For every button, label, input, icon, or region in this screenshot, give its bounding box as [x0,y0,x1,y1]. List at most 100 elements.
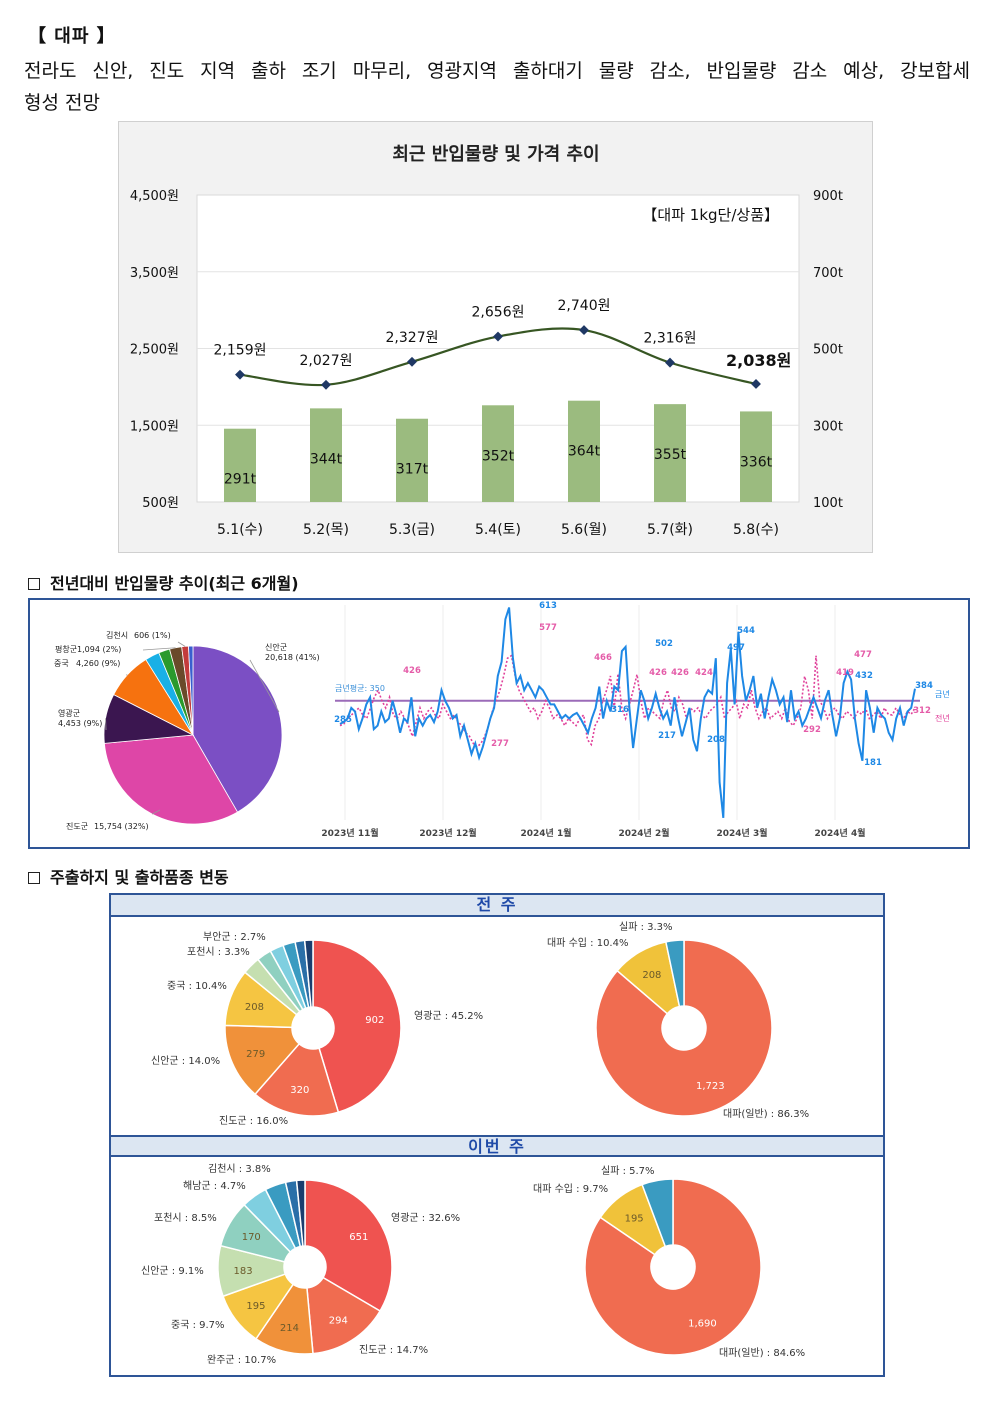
point-annotation: 277 [491,739,509,749]
pie-label-value: 15,754 (32%) [94,822,149,831]
x-tick-label: 5.4(토) [475,522,521,538]
y-left-tick: 1,500원 [130,419,179,434]
volume-label: 352t [482,448,515,464]
point-annotation: 477 [854,650,872,660]
page-header: 【 대파 】 [28,26,116,47]
point-annotation: 613 [539,601,557,611]
section-3-title: 주출하지 및 출하품종 변동 [50,868,229,887]
chart-title: 최근 반입물량 및 가격 추이 [392,143,599,165]
pie-outer-label: 중국 : 10.4% [167,980,227,992]
price-marker [235,369,245,380]
pie-slice [306,1276,382,1355]
pie-label-name: 신안군 [265,642,287,652]
volume-label: 317t [396,462,429,478]
point-annotation: 292 [803,725,821,735]
series-금년 [339,607,916,819]
pie-outer-label: 진도군 : 16.0% [219,1115,288,1127]
pie-value-label: 294 [329,1315,348,1326]
description-line-2: 형성 전망 [24,92,100,114]
description-line-1: 전라도 신안, 진도 지역 출하 조기 마무리, 영광지역 출하대기 물량 감소… [24,60,970,82]
legend-last-year: 전년 [935,713,950,723]
month-label: 2024년 3월 [716,827,767,839]
price-volume-chart: 최근 반입물량 및 가격 추이 【대파 1kg단/상품】 4,500원 3,500원 2… [118,121,873,553]
point-annotation: 426 [649,668,667,678]
y-right-tick: 100t [813,496,843,511]
pie-outer-label: 실파 : 3.3% [619,921,673,933]
pie-outer-label: 실파 : 5.7% [601,1165,655,1177]
point-annotation: 544 [737,626,755,636]
six-month-panel: 신안군 20,618 (41%) 진도군 15,754 (32%) 영광군 4,453 (… [28,598,970,849]
volume-bar [568,400,600,502]
price-marker [579,325,589,336]
point-annotation: 466 [594,653,612,663]
pie-outer-label: 완주군 : 10.7% [207,1354,276,1366]
section-2-title: 전년대비 반입물량 추이(최근 6개월) [50,574,299,593]
price-marker [751,379,761,389]
band-previous-week: 전 주 [111,895,883,917]
x-tick-label: 5.7(화) [647,522,693,538]
pie-label-name: 평창군 [55,644,77,654]
pie-outer-label: 대파(일반) : 84.6% [719,1347,805,1359]
pie-outer-label: 포천시 : 8.5% [154,1212,217,1224]
pie-slice [595,939,773,1117]
point-annotation: 426 [403,666,421,676]
x-tick-label: 5.3(금) [389,522,435,538]
point-annotation: 502 [655,639,673,649]
point-annotation: 424 [695,668,713,678]
pie-outer-label: 대파 수입 : 10.4% [547,936,628,949]
volume-bar [740,411,772,502]
y-left-tick: 500원 [142,496,179,511]
pie-slice [303,939,314,1008]
point-annotation: 208 [707,735,725,745]
x-tick-label: 5.1(수) [217,522,263,538]
pie-label-name: 진도군 [66,821,88,831]
volume-label: 336t [740,454,773,470]
price-volume-chart-svg: 최근 반입물량 및 가격 추이 【대파 1kg단/상품】 4,500원 3,500원 2… [130,143,843,538]
pie-value-label: 1,690 [688,1319,717,1330]
series-전년 [339,654,916,748]
volume-bar [396,418,428,502]
volume-label: 344t [310,451,343,467]
price-label: 2,327원 [386,330,439,346]
pie-outer-label: 김천시 : 3.8% [208,1163,271,1175]
pie-outer-label: 중국 : 9.7% [171,1319,225,1331]
pie-outer-label: 영광군 : 32.6% [391,1212,460,1224]
y-left-tick: 4,500원 [130,189,179,204]
leader-line [151,809,161,815]
pie-value-label: 208 [642,970,661,981]
pie-label-value: 20,618 (41%) [265,653,320,662]
pie-outer-label: 신안군 : 9.1% [141,1265,204,1277]
volume-bar [310,408,342,502]
month-label: 2024년 2월 [618,827,669,839]
point-annotation: 432 [855,671,873,681]
pie-value-label: 651 [349,1232,368,1243]
pie-value-label: 214 [280,1323,299,1334]
month-label: 2023년 12월 [419,827,476,839]
pie-value-label: 320 [290,1085,309,1096]
volume-bar [482,405,514,502]
price-label: 2,656원 [472,305,525,321]
section-2-heading: 전년대비 반입물량 추이(최근 6개월) [28,570,299,594]
pie-outer-label: 영광군 : 45.2% [414,1010,483,1022]
pie-label-name: 중국 [54,659,69,668]
point-annotation: 181 [864,758,882,768]
price-label: 2,316원 [644,331,697,347]
pie-outer-label: 진도군 : 14.7% [359,1344,428,1356]
price-label: 2,159원 [214,343,267,359]
pie-label-value: 4,260 (9%) [76,659,120,668]
point-annotation: 285 [334,715,352,725]
point-annotation: 312 [913,706,931,716]
y-right-tick: 700t [813,266,843,281]
point-annotation: 384 [915,681,933,691]
pie-value-label: 195 [246,1301,265,1312]
pie-value-label: 195 [625,1213,644,1224]
y-right-tick: 900t [813,189,843,204]
pie-slice [188,645,194,736]
pie-outer-label: 대파 수입 : 9.7% [533,1182,608,1195]
checkbox-icon [28,578,40,590]
point-annotation: 497 [727,643,745,653]
pie-outer-label: 포천시 : 3.3% [187,946,250,958]
price-label: 2,038원 [726,351,791,370]
legend-this-year: 금년 [935,689,950,699]
pie-slice [224,1024,301,1096]
